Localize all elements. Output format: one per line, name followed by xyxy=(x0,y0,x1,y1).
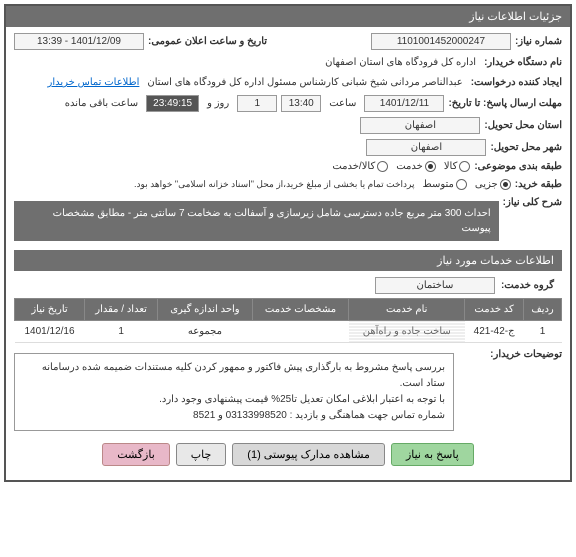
buyer-note-line-2: با توجه به اعتبار ابلاغی امکان تعدیل تا2… xyxy=(23,392,445,408)
row-deadline: مهلت ارسال پاسخ: تا تاریخ: 1401/12/11 سا… xyxy=(14,95,562,112)
back-button[interactable]: بازگشت xyxy=(102,443,170,466)
announce-label: تاریخ و ساعت اعلان عمومی: xyxy=(148,36,267,47)
buyer-label: نام دستگاه خریدار: xyxy=(484,57,562,68)
cell-unit: مجموعه xyxy=(158,321,252,343)
services-table: ردیف کد خدمت نام خدمت مشخصات خدمت واحد ا… xyxy=(14,298,562,343)
col-unit: واحد اندازه گیری xyxy=(158,299,252,321)
col-spec: مشخصات خدمت xyxy=(252,299,349,321)
radio-service-label: خدمت xyxy=(396,161,423,172)
cell-qty: 1 xyxy=(85,321,158,343)
deadline-time-label: ساعت xyxy=(325,96,360,111)
radio-medium[interactable]: متوسط xyxy=(423,179,467,190)
col-date: تاریخ نیاز xyxy=(15,299,85,321)
buyer-notes-row: توضیحات خریدار: بررسی پاسخ مشروط به بارگ… xyxy=(14,349,562,435)
buyer-notes-label: توضیحات خریدار: xyxy=(462,349,562,435)
print-button[interactable]: چاپ xyxy=(176,443,227,466)
need-no-value: 1101001452000247 xyxy=(371,33,511,50)
radio-medium-icon xyxy=(456,179,467,190)
buyer-note-line-3: شماره تماس جهت هماهنگی و بازدید : 031339… xyxy=(23,408,445,424)
deadline-days: 1 xyxy=(237,95,277,112)
buyer-value: اداره کل فرودگاه های استان اصفهان xyxy=(321,55,480,70)
respond-button[interactable]: پاسخ به نیاز xyxy=(391,443,474,466)
radio-service-icon xyxy=(425,161,436,172)
buyer-notes-box: بررسی پاسخ مشروط به بارگذاری پیش فاکتور … xyxy=(14,353,454,431)
table-row: 1 ج-42-421 ساخت جاده و راه‌آهن مجموعه 1 … xyxy=(15,321,562,343)
col-row: ردیف xyxy=(524,299,562,321)
city-value: اصفهان xyxy=(366,139,486,156)
general-desc-text: احداث 300 متر مربع جاده دسترسی شامل زیرس… xyxy=(14,201,499,241)
purchase-type-note: پرداخت تمام یا بخشی از مبلغ خرید،از محل … xyxy=(130,177,418,192)
col-qty: تعداد / مقدار xyxy=(85,299,158,321)
contact-link[interactable]: اطلاعات تماس خریدار xyxy=(48,77,140,88)
need-no-label: شماره نیاز: xyxy=(515,36,562,47)
table-header-row: ردیف کد خدمت نام خدمت مشخصات خدمت واحد ا… xyxy=(15,299,562,321)
deadline-time: 13:40 xyxy=(281,95,321,112)
radio-medium-label: متوسط xyxy=(423,179,454,190)
subject-class-group: کالا خدمت کالا/خدمت xyxy=(332,161,470,172)
radio-service[interactable]: خدمت xyxy=(396,161,436,172)
service-group-value: ساختمان xyxy=(375,277,495,294)
need-details-panel: جزئیات اطلاعات نیاز شماره نیاز: 11010014… xyxy=(4,4,572,482)
row-province: استان محل تحویل: اصفهان xyxy=(14,117,562,134)
province-label: استان محل تحویل: xyxy=(484,120,562,131)
radio-minor-label: جزیی xyxy=(475,179,498,190)
radio-both[interactable]: کالا/خدمت xyxy=(332,161,388,172)
radio-both-label: کالا/خدمت xyxy=(332,161,375,172)
row-city: شهر محل تحویل: اصفهان xyxy=(14,139,562,156)
radio-both-icon xyxy=(377,161,388,172)
service-group-label: گروه خدمت: xyxy=(501,280,554,291)
requester-value: عبدالناصر مردانی شیخ شبانی کارشناس مسئول… xyxy=(143,75,466,90)
cell-date: 1401/12/16 xyxy=(15,321,85,343)
radio-goods-icon xyxy=(459,161,470,172)
purchase-type-group: جزیی متوسط xyxy=(423,179,511,190)
cell-name: ساخت جاده و راه‌آهن xyxy=(349,321,465,343)
button-bar: پاسخ به نیاز مشاهده مدارک پیوستی (1) چاپ… xyxy=(14,435,562,474)
radio-goods-label: کالا xyxy=(444,161,458,172)
buyer-note-line-1: بررسی پاسخ مشروط به بارگذاری پیش فاکتور … xyxy=(23,360,445,392)
radio-minor-icon xyxy=(500,179,511,190)
panel-title: جزئیات اطلاعات نیاز xyxy=(6,6,570,27)
deadline-label: مهلت ارسال پاسخ: تا تاریخ: xyxy=(448,98,562,109)
purchase-type-label: طبقه خرید: xyxy=(515,179,562,190)
general-desc-label: شرح کلی نیاز: xyxy=(503,197,562,208)
subject-class-label: طبقه بندی موضوعی: xyxy=(474,161,562,172)
deadline-date: 1401/12/11 xyxy=(364,95,444,112)
row-buyer: نام دستگاه خریدار: اداره کل فرودگاه های … xyxy=(14,55,562,70)
row-subject-class: طبقه بندی موضوعی: کالا خدمت کالا/خدمت xyxy=(14,161,562,172)
province-value: اصفهان xyxy=(360,117,480,134)
col-code: کد خدمت xyxy=(465,299,524,321)
cell-spec xyxy=(252,321,349,343)
radio-minor[interactable]: جزیی xyxy=(475,179,511,190)
attachments-button[interactable]: مشاهده مدارک پیوستی (1) xyxy=(232,443,385,466)
panel-body: شماره نیاز: 1101001452000247 تاریخ و ساع… xyxy=(6,27,570,480)
announce-value: 1401/12/09 - 13:39 xyxy=(14,33,144,50)
city-label: شهر محل تحویل: xyxy=(490,142,562,153)
radio-goods[interactable]: کالا xyxy=(444,161,471,172)
row-need-announce: شماره نیاز: 1101001452000247 تاریخ و ساع… xyxy=(14,33,562,50)
row-requester: ایجاد کننده درخواست: عبدالناصر مردانی شی… xyxy=(14,75,562,90)
service-group-row: گروه خدمت: ساختمان xyxy=(14,273,562,298)
deadline-remain-label: ساعت باقی مانده xyxy=(61,96,142,111)
cell-code: ج-42-421 xyxy=(465,321,524,343)
row-general-desc: شرح کلی نیاز: احداث 300 متر مربع جاده دس… xyxy=(14,197,562,245)
deadline-remain: 23:49:15 xyxy=(146,95,199,112)
row-purchase-type: طبقه خرید: جزیی متوسط پرداخت تمام یا بخش… xyxy=(14,177,562,192)
services-section-title: اطلاعات خدمات مورد نیاز xyxy=(14,250,562,271)
col-name: نام خدمت xyxy=(349,299,465,321)
requester-label: ایجاد کننده درخواست: xyxy=(471,77,562,88)
cell-row: 1 xyxy=(524,321,562,343)
deadline-days-label: روز و xyxy=(203,96,233,111)
